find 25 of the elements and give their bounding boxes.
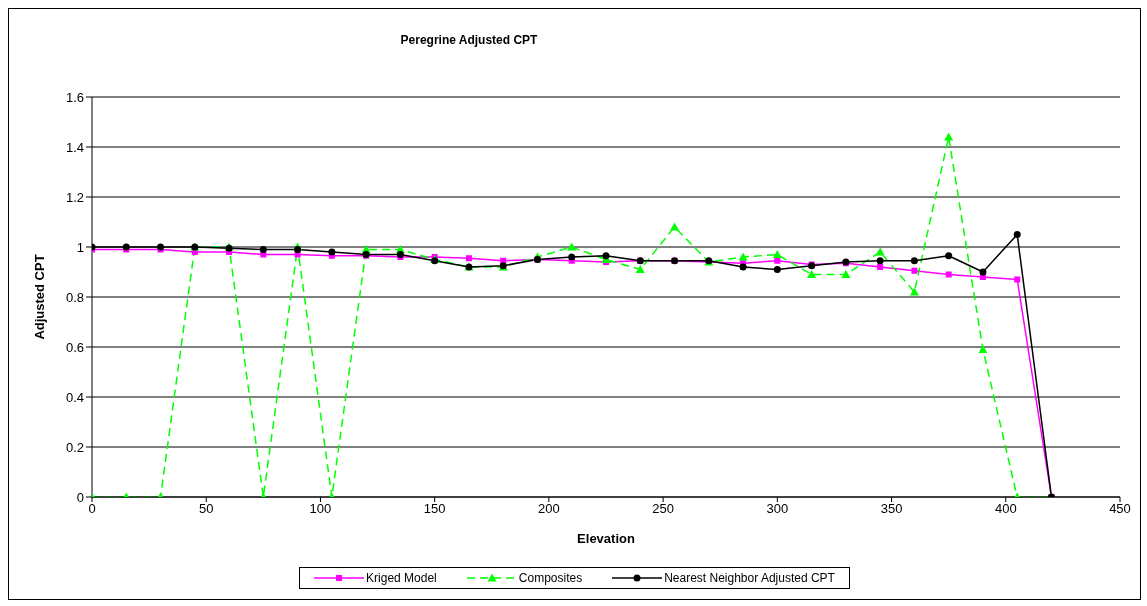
y-tick-label: 1.4	[65, 139, 84, 155]
y-tick-label: 1	[76, 239, 84, 255]
x-tick-label: 400	[994, 501, 1017, 517]
x-tick-label: 250	[652, 501, 674, 517]
y-tick-label: 0.6	[65, 339, 84, 355]
x-tick-label: 300	[766, 501, 789, 517]
y-tick-label: 1.6	[65, 89, 84, 105]
y-tick-label: 0	[76, 489, 84, 505]
x-tick-label: 200	[538, 501, 560, 517]
y-tick-label: 0.2	[65, 439, 84, 455]
chart-title: Peregrine Adjusted CPT	[399, 33, 539, 47]
x-axis-title: Elevation	[577, 531, 635, 546]
legend-label: Kriged Model	[365, 571, 437, 585]
x-tick-label: 150	[423, 501, 446, 517]
x-tick-label: 100	[309, 501, 332, 517]
legend-label: Nearest Neighbor Adjusted CPT	[663, 571, 835, 585]
x-tick-label: 450	[1109, 501, 1131, 517]
y-tick-label: 0.4	[65, 389, 84, 405]
x-tick-label: 350	[880, 501, 903, 517]
x-tick-label: 50	[198, 501, 214, 517]
y-tick-label: 0.8	[65, 289, 84, 305]
x-tick-label: 0	[88, 501, 96, 517]
y-axis-title: Adjusted CPT	[31, 254, 47, 340]
y-tick-label: 1.2	[65, 189, 84, 205]
legend-label: Composites	[517, 571, 583, 585]
